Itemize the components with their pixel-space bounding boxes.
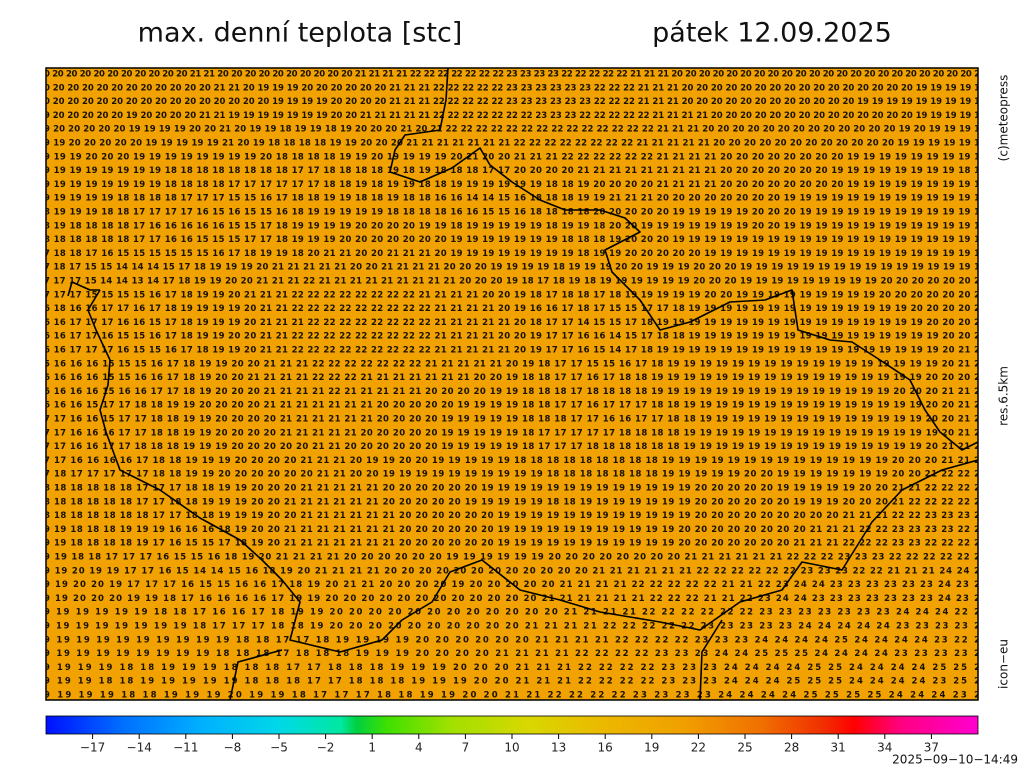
colorbar-tick-label: 31 [831,741,846,755]
value-row: 8 18 18 18 18 18 18 17 17 18 18 19 19 19… [44,511,980,521]
value-row: 9 19 20 20 20 20 20 19 19 19 19 19 21 20… [44,139,980,149]
border-line [389,68,978,451]
value-row: 9 19 18 18 18 19 19 19 16 16 16 18 19 20… [44,525,980,535]
colorbar-tick-label: 13 [551,741,566,755]
colorbar-tick-label: −8 [224,741,242,755]
colorbar-tick-label: 28 [784,741,799,755]
value-row: 6 16 17 17 17 16 15 15 16 17 18 19 19 20… [44,346,980,356]
colorbar-tick-label: 34 [877,741,892,755]
value-row: 9 20 20 20 20 20 19 19 19 19 20 20 21 20… [44,125,980,135]
value-row: 9 19 19 19 19 19 19 19 19 19 18 18 17 17… [44,635,980,645]
colorbar-tick-label: 19 [644,741,659,755]
resolution-label: res.6.5km [997,366,1011,426]
value-row: 9 19 19 19 19 18 18 18 18 17 17 17 15 15… [44,194,980,204]
border-line [67,281,100,297]
value-grid: 0 20 20 20 20 20 20 20 20 20 20 21 21 20… [44,70,980,701]
value-row: 9 20 20 20 20 20 19 20 20 20 20 21 21 19… [44,111,980,121]
value-row: 8 18 18 18 18 18 17 17 16 16 15 15 15 17… [44,235,980,245]
border-line [229,649,283,700]
colorbar-tick-label: 1 [368,741,376,755]
colorbar-tick-label: −2 [317,741,335,755]
value-row: 9 19 18 18 18 18 19 17 16 15 15 17 18 19… [44,539,980,549]
value-row: 8 19 19 19 18 18 17 17 17 17 16 15 16 15… [44,208,980,218]
value-row: 7 18 18 17 16 15 15 15 15 15 15 16 17 18… [44,249,980,259]
copyright-label: (c)meteopress [997,75,1011,162]
value-row: 6 18 16 16 17 17 16 17 18 19 19 19 19 20… [44,304,980,314]
value-row: 6 16 17 17 16 15 15 16 17 18 19 19 20 20… [44,332,980,342]
value-row: 9 19 20 20 20 19 19 18 17 16 16 16 16 17… [44,594,980,604]
value-row: 0 20 20 20 20 20 20 20 20 20 20 20 21 21… [44,83,980,93]
value-row: 6 16 16 16 15 16 16 17 17 18 19 20 20 20… [44,387,980,397]
colorbar-scale [45,715,979,735]
colorbar-tick-label: −11 [173,741,198,755]
model-label: icon−eu [997,639,1011,689]
value-row: 6 16 17 17 17 16 16 15 17 18 19 19 19 20… [44,318,980,328]
colorbar-tick-label: 16 [598,741,613,755]
borders [67,68,978,700]
value-row: 6 16 16 16 15 15 16 16 17 18 19 20 20 21… [44,373,980,383]
value-row: 9 19 20 20 19 17 17 17 16 15 15 16 16 17… [44,580,980,590]
value-row: 7 17 16 16 15 17 17 18 18 19 19 20 20 20… [44,415,980,425]
colorbar-tick-label: 7 [462,741,470,755]
value-row: 9 19 19 19 19 19 19 19 19 18 18 18 17 18… [44,649,980,659]
value-row: 8 18 18 18 18 18 17 17 17 18 18 19 19 20… [44,484,980,494]
colorbar-tick-label: −14 [127,741,152,755]
value-row: 7 17 16 16 16 16 17 18 18 19 19 19 20 20… [44,456,980,466]
value-row: 9 19 19 20 20 20 19 19 19 19 19 19 19 19… [44,152,980,162]
value-row: 7 17 17 15 15 15 15 16 17 18 19 19 20 21… [44,290,980,300]
forecast-date: pátek 12.09.2025 [652,18,892,49]
value-row: 9 19 19 18 18 19 19 19 19 19 18 18 18 17… [44,677,980,687]
map: 0 20 20 20 20 20 20 20 20 20 20 21 21 20… [44,68,980,701]
value-row: 9 19 19 19 19 19 19 19 18 18 18 18 17 17… [44,180,980,190]
value-row: 7 18 17 15 15 14 14 14 15 17 18 19 19 19… [44,263,980,273]
border-line [87,289,978,653]
value-row: 9 19 19 19 19 19 18 18 17 16 16 17 18 19… [44,608,980,618]
value-row: 7 17 17 15 14 14 13 14 17 18 19 19 20 20… [44,277,980,287]
value-row: 9 19 19 19 19 19 19 19 18 18 18 18 18 18… [44,166,980,176]
value-row: 7 17 16 16 17 17 18 18 18 19 19 19 20 20… [44,442,980,452]
border-line [699,619,723,700]
value-row: 9 19 18 18 17 17 17 16 15 15 16 18 19 20… [44,553,980,563]
colorbar: −17 −14 −11 −8 −5 −2 1 4 7 10 13 16 19 22 25 28 31 34 37 [45,715,979,755]
value-row: 9 19 19 19 19 19 19 19 18 17 17 17 18 18… [44,622,980,632]
value-row: 8 19 18 18 18 18 17 16 16 16 16 16 15 15… [44,221,980,231]
colorbar-tick-label: 25 [737,741,752,755]
colorbar-tick-label: 37 [924,741,939,755]
colorbar-tick-label: 4 [415,741,423,755]
value-row: 7 17 16 16 16 17 17 18 18 19 19 20 20 20… [44,428,980,438]
timestamp: 2025−09−10−14:49 [892,753,1018,767]
colorbar-tick-label: 22 [691,741,706,755]
value-row: 0 20 20 20 20 20 20 20 20 20 20 21 21 20… [44,70,980,80]
value-row: 5 16 16 16 15 15 15 16 17 18 19 19 20 20… [44,359,980,369]
value-row: 8 18 18 18 18 18 17 17 18 18 19 19 19 20… [44,497,980,507]
map-background [46,68,978,700]
value-row: 6 16 16 15 17 17 18 18 19 19 20 20 20 20… [44,401,980,411]
value-row: 7 18 17 17 17 17 17 18 18 19 19 20 20 20… [44,470,980,480]
value-row: 9 19 20 19 19 17 17 16 15 14 14 15 16 18… [44,566,980,576]
map-title: max. denní teplota [stc] [138,18,463,49]
value-row: 9 19 19 19 18 18 19 19 19 18 18 18 17 17… [44,663,980,673]
colorbar-tick-label: 10 [504,741,519,755]
colorbar-tick-label: −17 [80,741,105,755]
map-frame [45,67,979,701]
colorbar-tick-label: −5 [270,741,288,755]
value-row: 0 20 20 20 20 20 20 20 20 20 20 20 20 20… [44,97,980,107]
